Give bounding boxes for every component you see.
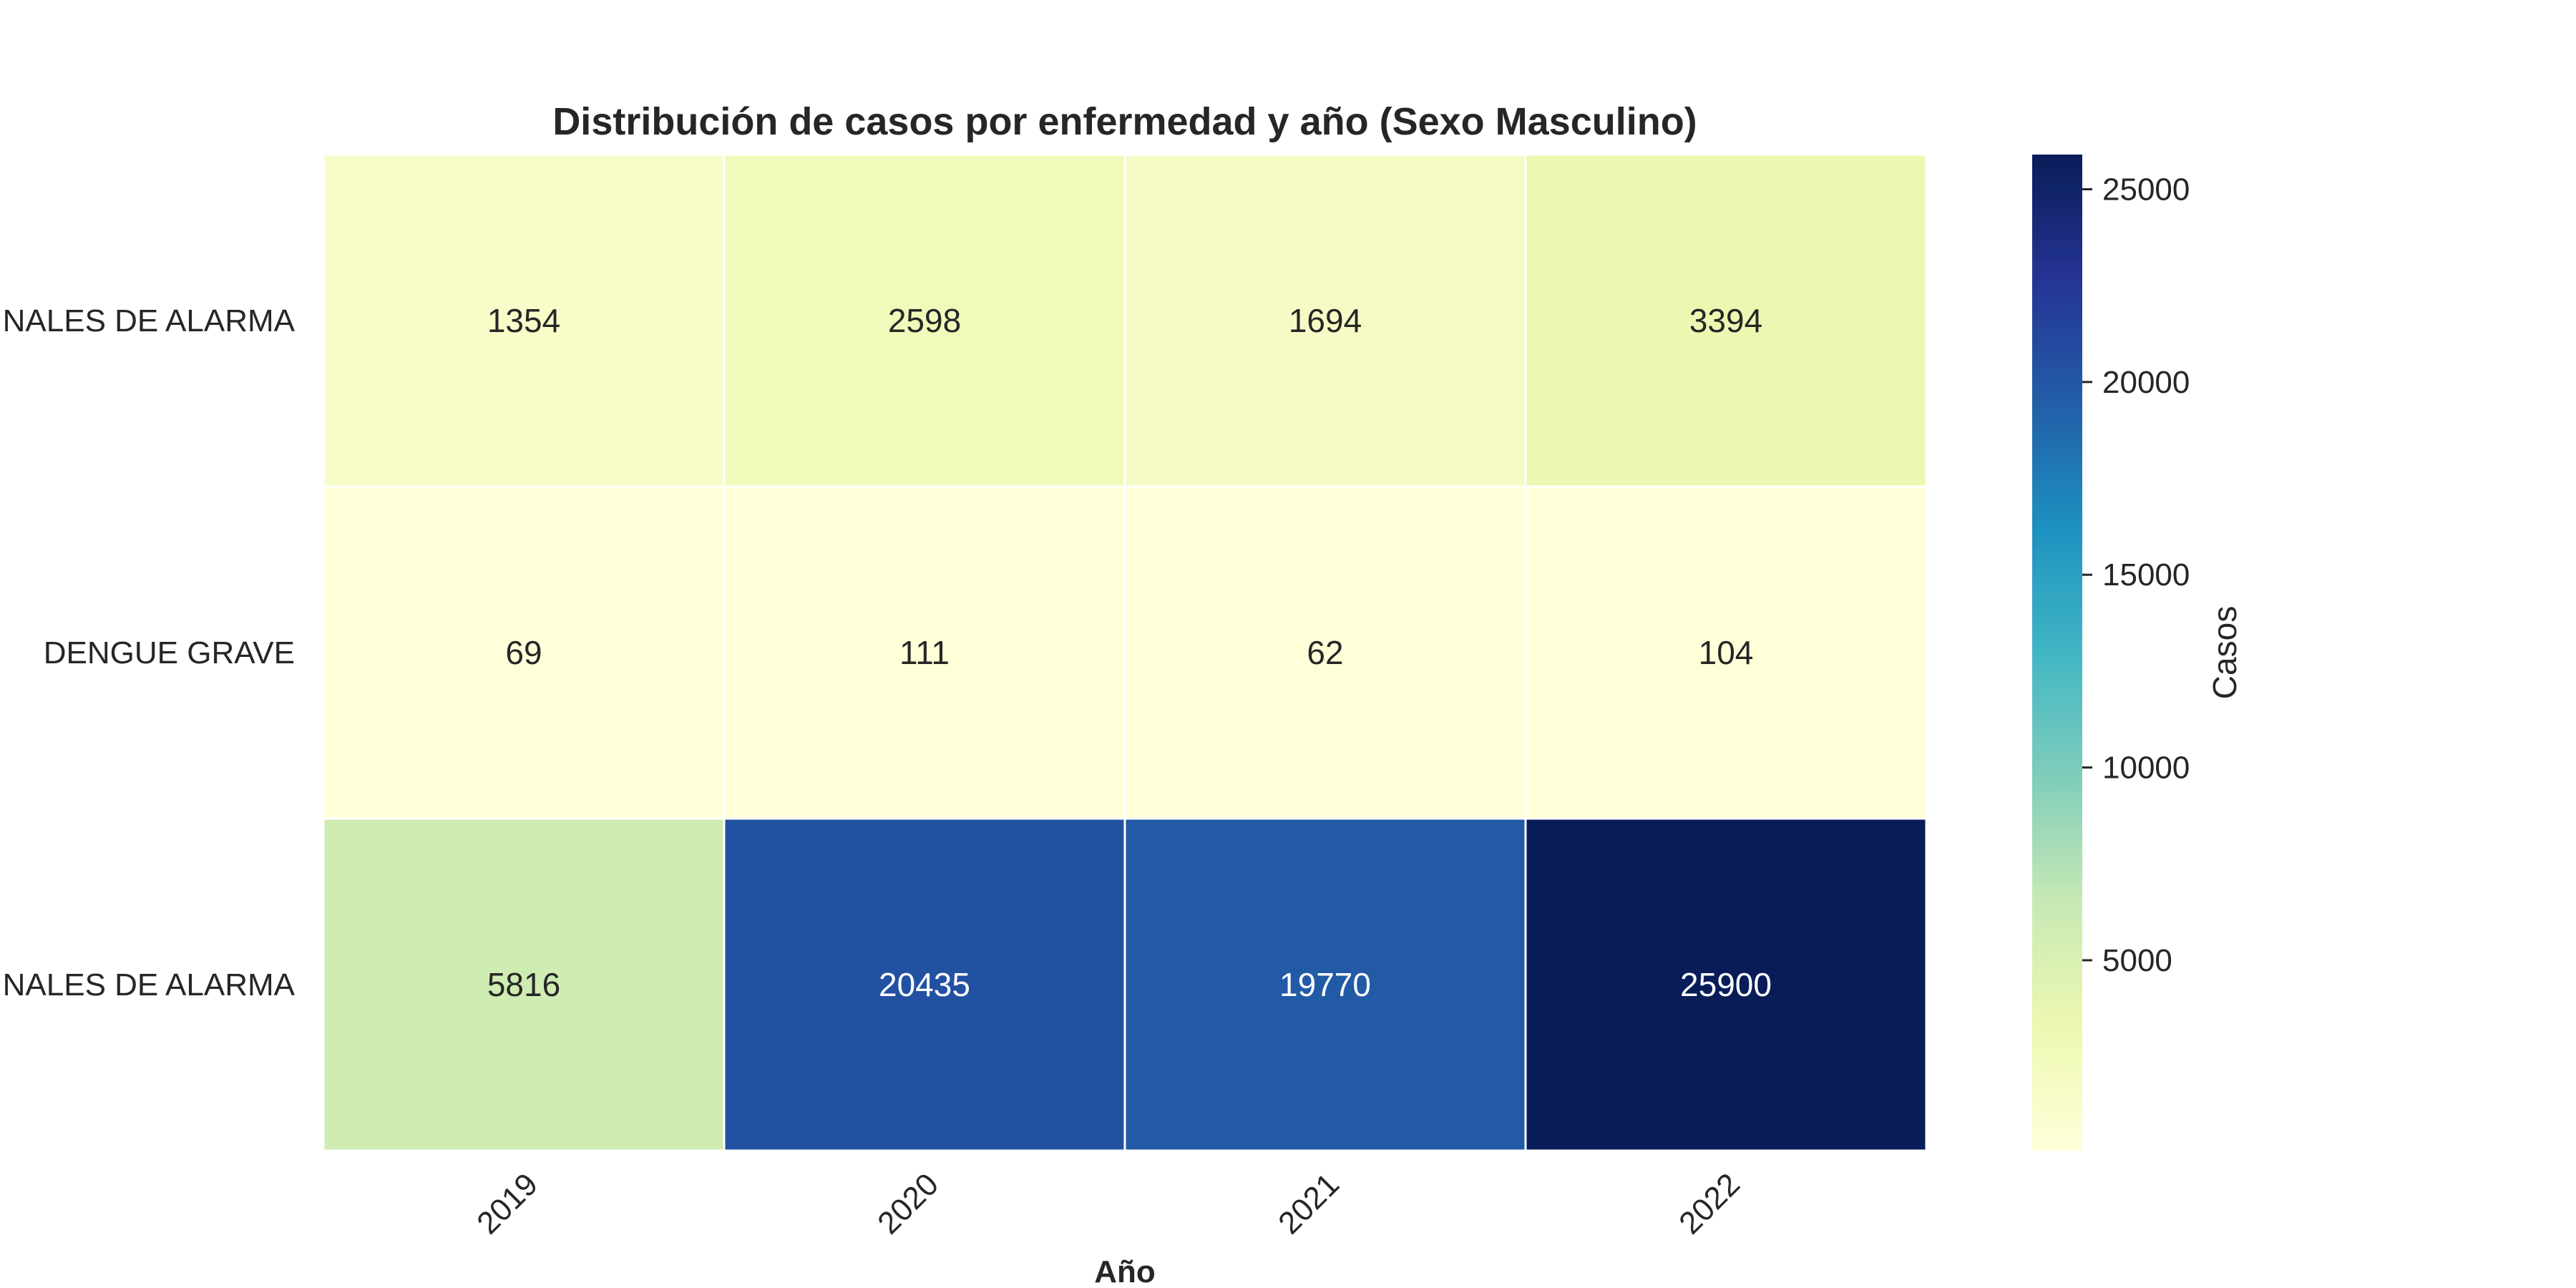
- cell-value-label: 1694: [1289, 302, 1362, 339]
- cell-value-label: 69: [505, 634, 542, 671]
- heatmap-cell: [1123, 485, 1527, 820]
- chart-title: Distribución de casos por enfermedad y a…: [552, 100, 1697, 143]
- heatmap-cell: [1123, 153, 1527, 488]
- heatmap-cell: [723, 817, 1126, 1152]
- y-tick-labels: NALES DE ALARMA DENGUE GRAVE NALES DE ALAR…: [3, 303, 296, 1002]
- x-tick-label: 2021: [1272, 1166, 1346, 1241]
- colorbar-tick-label: 10000: [2102, 751, 2190, 786]
- heatmap-cell: [322, 485, 726, 820]
- x-tick-label: 2022: [1672, 1166, 1747, 1241]
- heatmap-cell: [1524, 817, 1928, 1152]
- heatmap-cells: 1354 2598 1694 3394 69 111 62 104 5816 20435 19770…: [322, 153, 1928, 1152]
- cell-value-label: 1354: [487, 302, 560, 339]
- cell-value-label: 20435: [879, 966, 970, 1003]
- cell-value-label: 104: [1699, 634, 1754, 671]
- x-tick-labels: 2019 2020 2021 2022: [470, 1166, 1747, 1241]
- colorbar-title: Casos: [2206, 606, 2243, 699]
- cell-value-label: 62: [1307, 634, 1343, 671]
- heatmap-cell: [723, 153, 1126, 488]
- heatmap-cell: [1524, 485, 1928, 820]
- colorbar-tick-label: 25000: [2102, 172, 2190, 207]
- cell-value-label: 2598: [888, 302, 961, 339]
- y-tick-label: NALES DE ALARMA: [3, 967, 296, 1002]
- y-tick-label: DENGUE GRAVE: [44, 635, 295, 670]
- cell-value-label: 5816: [487, 966, 560, 1003]
- heatmap-cell: [1524, 153, 1928, 488]
- heatmap-cell: [322, 817, 726, 1152]
- cell-value-label: 3394: [1689, 302, 1762, 339]
- colorbar-tick-label: 5000: [2102, 943, 2172, 978]
- x-tick-label: 2020: [871, 1166, 945, 1241]
- colorbar: [2032, 155, 2082, 1151]
- colorbar-ticks: 5000 10000 15000 20000 25000: [2082, 172, 2190, 978]
- cell-value-label: 25900: [1680, 966, 1772, 1003]
- cell-value-label: 19770: [1279, 966, 1371, 1003]
- colorbar-tick-label: 20000: [2102, 365, 2190, 400]
- y-tick-label: NALES DE ALARMA: [3, 303, 296, 338]
- heatmap-cell: [322, 153, 726, 488]
- x-tick-label: 2019: [470, 1166, 545, 1241]
- colorbar-tick-label: 15000: [2102, 557, 2190, 592]
- heatmap-cell: [723, 485, 1126, 820]
- x-axis-title: Año: [1094, 1254, 1156, 1288]
- cell-value-label: 111: [899, 634, 950, 671]
